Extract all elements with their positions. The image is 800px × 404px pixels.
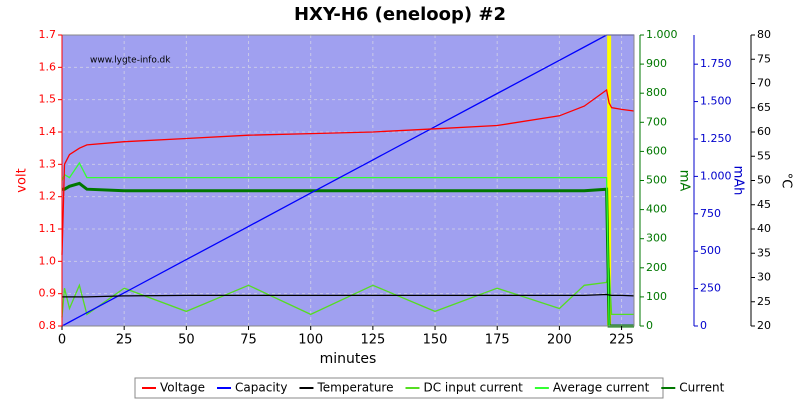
y-tick-label: 250 <box>700 282 721 295</box>
y-tick-label: 0 <box>646 319 653 332</box>
y-axis-title: mA <box>677 170 692 192</box>
x-tick-label: 225 <box>609 333 634 348</box>
y-tick-label: 1.7 <box>39 28 57 41</box>
legend-label: Average current <box>553 381 650 395</box>
y-tick-label: 1.1 <box>39 222 57 235</box>
y-tick-label: 1.3 <box>39 157 57 170</box>
x-tick-label: 100 <box>298 333 323 348</box>
series-line <box>61 88 635 255</box>
y-tick-label: 700 <box>646 115 667 128</box>
y-tick-label: 1.2 <box>39 190 57 203</box>
y-tick-label: 1.000 <box>700 169 732 182</box>
y-tick-label: 60 <box>757 125 771 138</box>
y-tick-label: 900 <box>646 57 667 70</box>
y-tick-label: 50 <box>757 174 771 187</box>
y-tick-label: 35 <box>757 246 771 259</box>
y-tick-label: 1.0 <box>39 254 57 267</box>
y-tick-label: 0.9 <box>39 287 57 300</box>
y-tick-label: 600 <box>646 144 667 157</box>
plot-area <box>62 35 634 326</box>
x-tick-label: 50 <box>178 333 195 348</box>
y-tick-label: 100 <box>646 290 667 303</box>
y-tick-label: 80 <box>757 28 771 41</box>
y-tick-label: 1.000 <box>646 28 678 41</box>
x-tick-label: 25 <box>116 333 133 348</box>
watermark: www.lygte-info.dk <box>90 56 171 66</box>
y-tick-label: 45 <box>757 198 771 211</box>
y-tick-label: 0.8 <box>39 319 57 332</box>
x-tick-label: 0 <box>58 333 66 348</box>
y-tick-label: 1.250 <box>700 132 732 145</box>
legend-label: Capacity <box>235 381 287 395</box>
x-tick-label: 125 <box>360 333 385 348</box>
x-tick-label: 200 <box>547 333 572 348</box>
legend-label: Current <box>679 381 724 395</box>
y-tick-label: 0 <box>700 319 707 332</box>
y-tick-label: 1.5 <box>39 93 57 106</box>
y-tick-label: 20 <box>757 319 771 332</box>
y-axis-title: °C <box>779 173 794 189</box>
y-tick-label: 200 <box>646 261 667 274</box>
legend-label: Temperature <box>316 381 393 395</box>
y-tick-label: 40 <box>757 222 771 235</box>
y-tick-label: 750 <box>700 207 721 220</box>
chart-title: HXY-H6 (eneloop) #2 <box>294 4 506 25</box>
y-tick-label: 500 <box>646 174 667 187</box>
y-axis-title: mAh <box>731 166 746 196</box>
y-tick-label: 30 <box>757 271 771 284</box>
y-tick-label: 65 <box>757 101 771 114</box>
y-tick-label: 500 <box>700 244 721 257</box>
y-tick-label: 1.4 <box>39 125 57 138</box>
y-tick-label: 55 <box>757 149 771 162</box>
y-tick-label: 300 <box>646 232 667 245</box>
legend-label: DC input current <box>423 381 523 395</box>
y-axis-title: volt <box>15 168 30 192</box>
y-tick-label: 70 <box>757 77 771 90</box>
legend: Voltage Capacity Temperature DC input curre… <box>134 377 725 399</box>
y-tick-label: 1.750 <box>700 57 732 70</box>
y-tick-label: 1.6 <box>39 60 57 73</box>
y-tick-label: 400 <box>646 203 667 216</box>
series-line <box>62 293 635 298</box>
x-tick-label: 175 <box>485 333 510 348</box>
y-tick-label: 75 <box>757 52 771 65</box>
x-axis-title: minutes <box>320 351 377 367</box>
legend-label: Voltage <box>160 381 205 395</box>
y-tick-label: 25 <box>757 295 771 308</box>
x-tick-label: 150 <box>423 333 448 348</box>
y-tick-label: 800 <box>646 86 667 99</box>
y-tick-label: 1.500 <box>700 95 732 108</box>
x-tick-label: 75 <box>240 333 257 348</box>
